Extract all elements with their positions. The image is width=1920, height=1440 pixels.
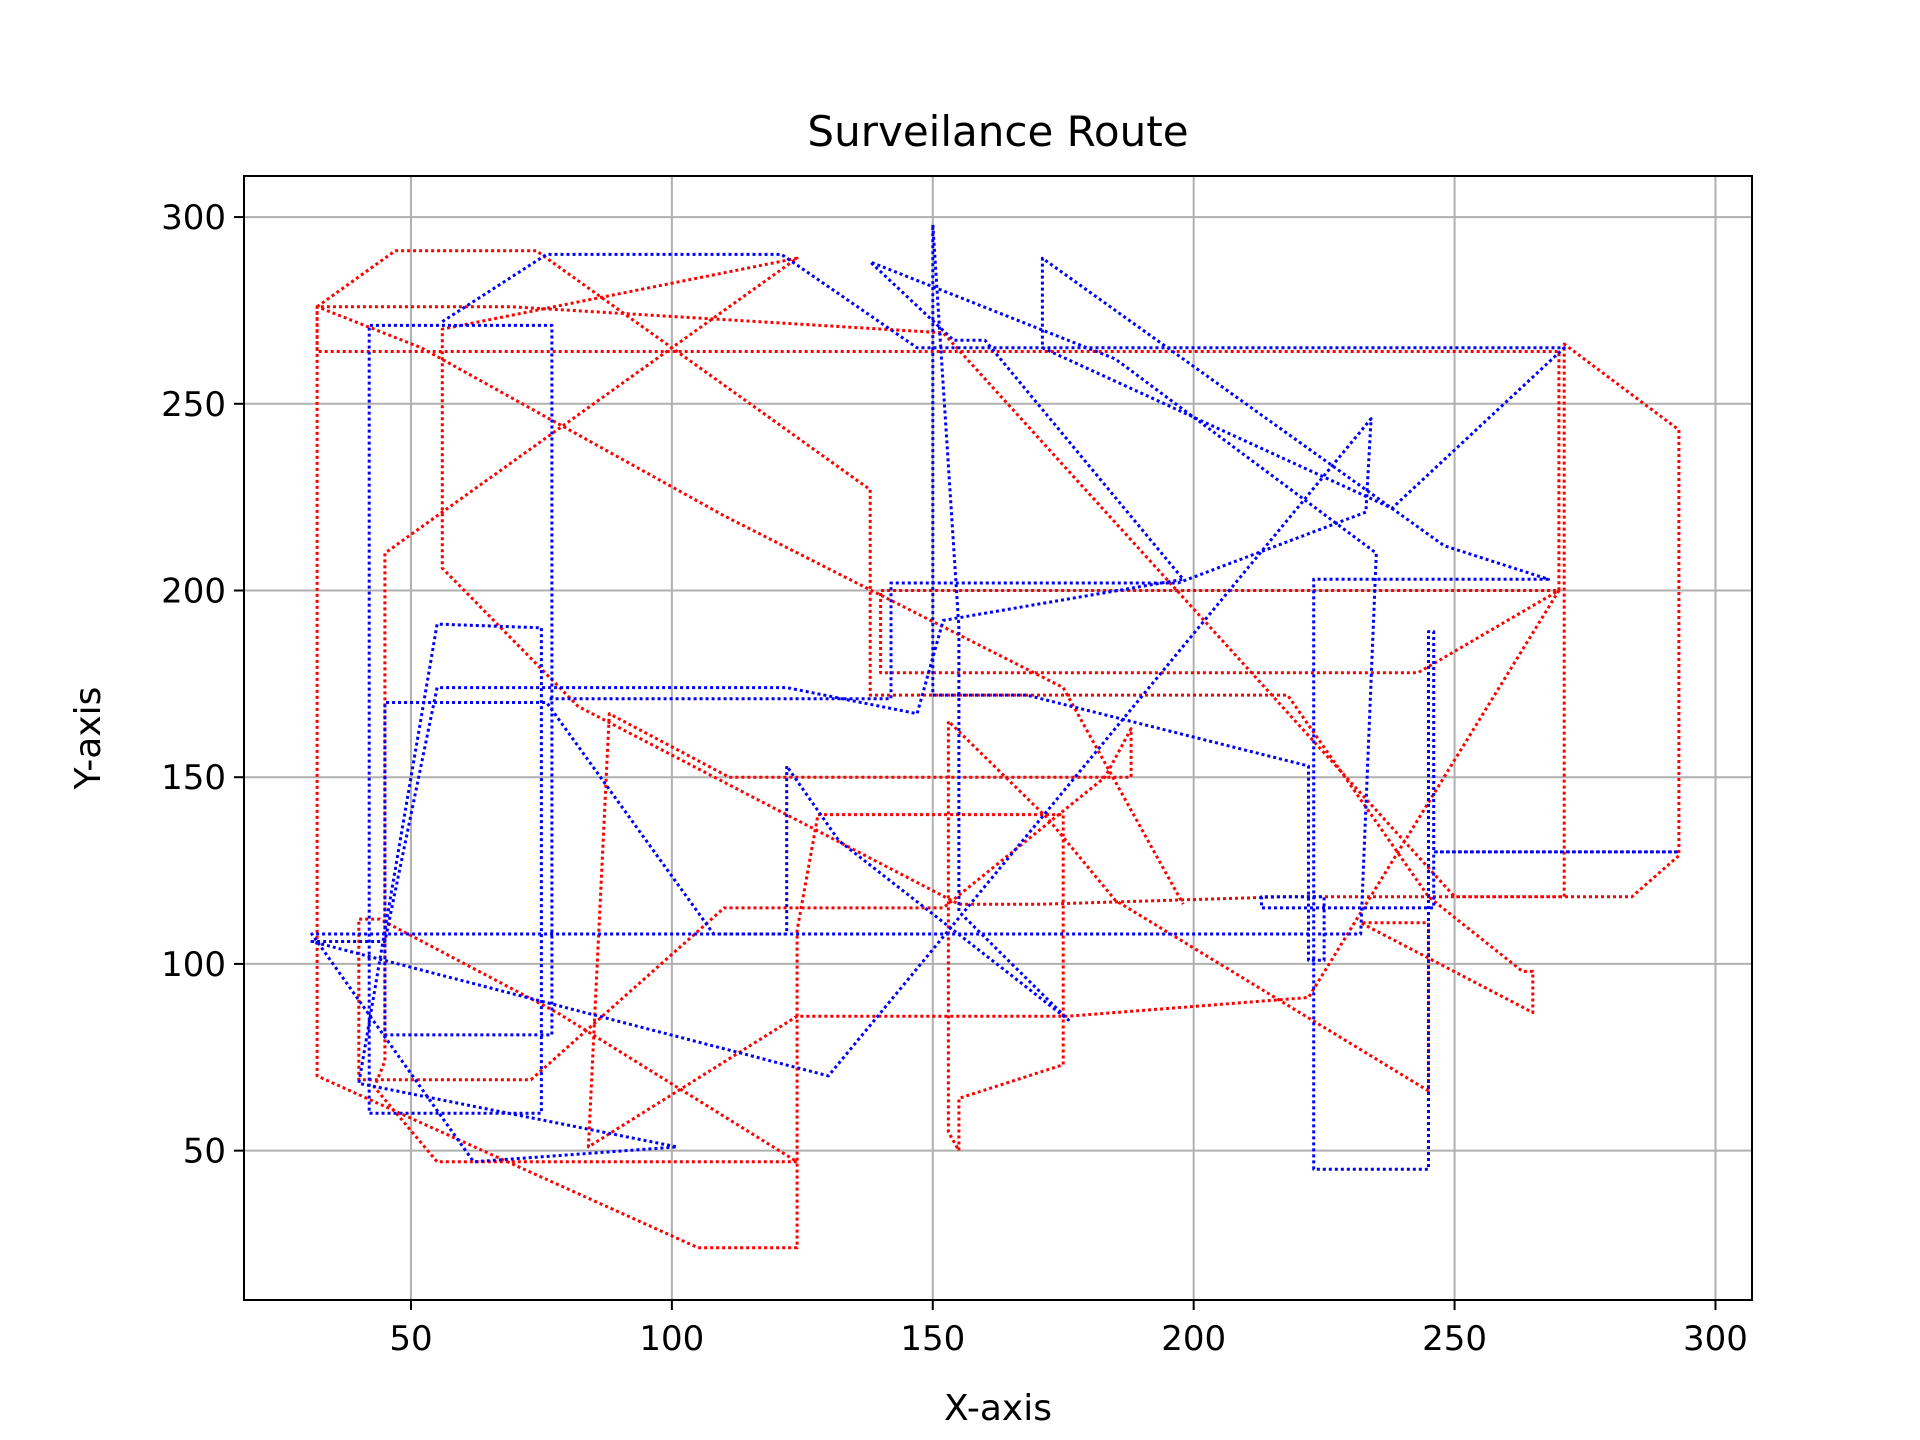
x-tick-label: 200 bbox=[1161, 1319, 1226, 1359]
x-axis-label: X-axis bbox=[944, 1388, 1052, 1429]
chart-title: Surveilance Route bbox=[807, 107, 1188, 156]
red-route-line bbox=[315, 249, 1681, 1250]
plot-frame bbox=[243, 175, 1753, 1301]
x-tick-label: 300 bbox=[1683, 1319, 1748, 1359]
x-tick-label: 50 bbox=[389, 1319, 432, 1359]
y-axis-label: Y-axis bbox=[68, 687, 109, 791]
y-tick-label: 200 bbox=[161, 571, 226, 611]
x-tick-label: 250 bbox=[1422, 1319, 1487, 1359]
blue-route-line bbox=[310, 223, 1681, 1171]
x-tick-label: 100 bbox=[639, 1319, 704, 1359]
y-tick-label: 150 bbox=[161, 758, 226, 798]
y-tick-label: 100 bbox=[161, 945, 226, 985]
x-tick-label: 150 bbox=[900, 1319, 965, 1359]
series-layer bbox=[310, 223, 1681, 1250]
y-tick-label: 50 bbox=[183, 1132, 226, 1172]
y-tick-label: 250 bbox=[161, 385, 226, 425]
ticks: 50 100 150 200 250 300 50 100 150 200 250 300 bbox=[161, 198, 1748, 1359]
y-tick-label: 300 bbox=[161, 198, 226, 238]
